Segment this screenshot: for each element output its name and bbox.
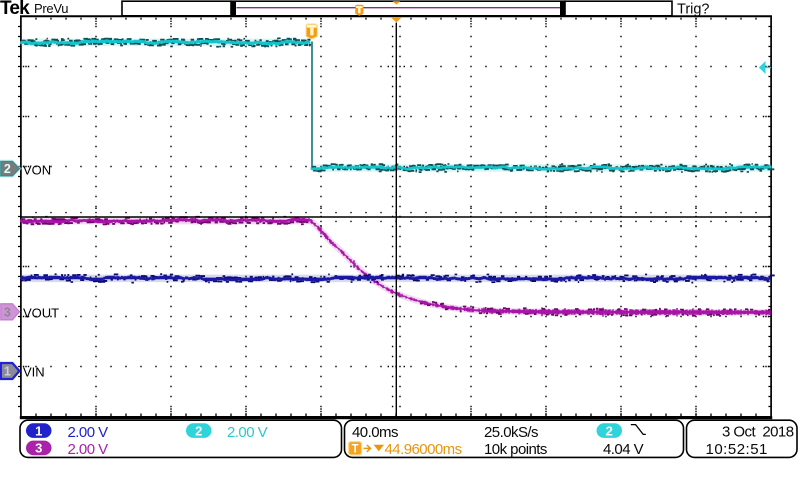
svg-text:T: T — [352, 444, 359, 456]
svg-text:2.00 V: 2.00 V — [68, 441, 109, 458]
svg-text:Tek: Tek — [0, 0, 30, 19]
svg-text:VOUT: VOUT — [23, 305, 59, 320]
svg-text:2.00 V: 2.00 V — [227, 424, 268, 441]
svg-text:VIN: VIN — [23, 365, 45, 380]
svg-text:2: 2 — [606, 423, 613, 438]
svg-text:1: 1 — [35, 423, 42, 438]
svg-text:PreVu: PreVu — [34, 1, 68, 16]
svg-text:2: 2 — [195, 423, 202, 438]
svg-text:44.96000ms: 44.96000ms — [385, 441, 462, 458]
svg-text:10k points: 10k points — [484, 441, 547, 458]
svg-text:40.0ms: 40.0ms — [352, 424, 398, 441]
svg-text:2.00 V: 2.00 V — [68, 424, 109, 441]
svg-text:2: 2 — [4, 162, 11, 176]
svg-text:3: 3 — [4, 305, 11, 319]
svg-text:Trig?: Trig? — [677, 2, 710, 18]
svg-text:3 Oct 2018: 3 Oct 2018 — [722, 423, 794, 440]
svg-text:10:52:51: 10:52:51 — [706, 441, 768, 458]
svg-text:1: 1 — [4, 365, 11, 379]
svg-text:25.0kS/s: 25.0kS/s — [484, 424, 538, 441]
svg-text:4.04 V: 4.04 V — [603, 441, 644, 458]
svg-text:VON: VON — [23, 162, 51, 177]
svg-text:3: 3 — [35, 441, 42, 456]
